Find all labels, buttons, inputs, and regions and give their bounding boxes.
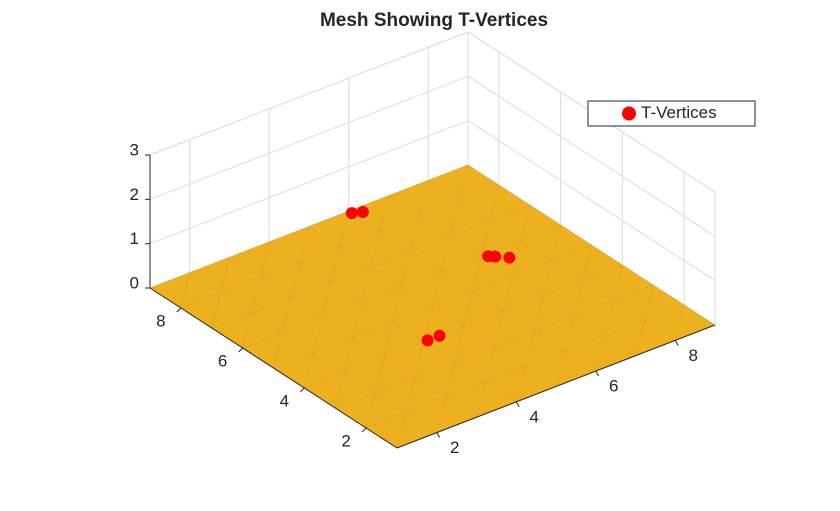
x-tick bbox=[674, 340, 679, 346]
z-grid-line bbox=[467, 75, 716, 237]
z-grid-line bbox=[149, 75, 469, 200]
legend-box bbox=[587, 100, 756, 127]
z-tick-label: 3 bbox=[130, 140, 139, 159]
mesh-face bbox=[387, 179, 429, 217]
x-tick-label: 6 bbox=[609, 377, 618, 396]
z-grid-line bbox=[149, 31, 469, 156]
z-grid-line bbox=[467, 120, 716, 282]
legend-marker bbox=[622, 106, 636, 121]
legend-label: T-Vertices bbox=[641, 103, 717, 122]
y-axis bbox=[149, 287, 398, 449]
t-vertex bbox=[433, 329, 446, 342]
mesh bbox=[149, 164, 716, 449]
y-tick bbox=[361, 427, 367, 433]
t-vertex bbox=[489, 250, 502, 263]
y-tick bbox=[300, 387, 305, 393]
y-tick bbox=[176, 307, 182, 313]
z-tick-label: 1 bbox=[130, 229, 139, 248]
y-tick-label: 8 bbox=[156, 311, 165, 330]
y-tick-label: 4 bbox=[280, 391, 289, 410]
z-tick-label: 2 bbox=[130, 185, 139, 204]
x-tick-label: 8 bbox=[689, 346, 698, 365]
y-tick bbox=[238, 347, 243, 353]
x-tick bbox=[436, 432, 441, 438]
mesh-face bbox=[189, 256, 230, 294]
t-vertex bbox=[421, 334, 434, 347]
mesh-face bbox=[308, 210, 350, 247]
x-tick bbox=[595, 370, 600, 377]
t-vertex bbox=[356, 206, 369, 219]
mesh-face bbox=[228, 241, 270, 278]
t-vertex bbox=[503, 251, 516, 264]
chart-title: Mesh Showing T-Vertices bbox=[320, 10, 548, 31]
x-tick bbox=[515, 401, 520, 408]
z-tick-label: 0 bbox=[130, 273, 139, 292]
mesh-face bbox=[427, 164, 469, 201]
y-tick-label: 6 bbox=[218, 351, 227, 370]
z-grid-line bbox=[149, 120, 469, 245]
y-tick-label: 2 bbox=[341, 431, 350, 450]
x-tick-label: 4 bbox=[530, 407, 539, 426]
mesh-face bbox=[268, 226, 310, 263]
x-tick-label: 2 bbox=[450, 438, 459, 457]
t-vertex bbox=[345, 207, 358, 220]
x-axis bbox=[396, 324, 716, 449]
